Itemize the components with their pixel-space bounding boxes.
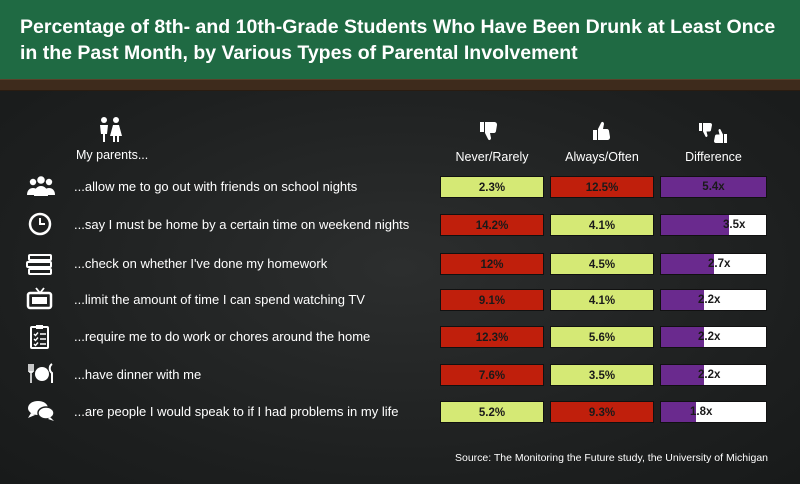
always-often-value: 9.3% xyxy=(550,401,654,423)
chart-title: Percentage of 8th- and 10th-Grade Studen… xyxy=(20,16,776,64)
difference-value: 1.8x xyxy=(690,406,713,418)
difference-fill xyxy=(661,290,704,310)
thumbs-down-icon xyxy=(480,122,497,141)
difference-fill xyxy=(661,402,696,422)
tv-icon xyxy=(26,287,53,310)
difference-value: 2.7x xyxy=(708,258,731,270)
difference-bar: 1.8x xyxy=(660,401,767,423)
column-always-often: Always/Often xyxy=(565,150,639,164)
never-rarely-value: 9.1% xyxy=(440,289,544,311)
thumbs-up-icon xyxy=(593,121,610,140)
difference-value: 2.2x xyxy=(698,331,721,343)
difference-bar: 5.4x xyxy=(660,176,767,198)
difference-value: 2.2x xyxy=(698,294,721,306)
never-rarely-value: 12.3% xyxy=(440,326,544,348)
row-label: ...require me to do work or chores aroun… xyxy=(74,329,371,344)
row-label: ...have dinner with me xyxy=(74,367,202,382)
chalk-ledge xyxy=(0,79,800,91)
column-never-rarely: Never/Rarely xyxy=(455,150,529,164)
always-often-value: 4.5% xyxy=(550,253,654,275)
always-often-value: 12.5% xyxy=(550,176,654,198)
column-difference: Difference xyxy=(685,150,742,164)
row-label: ...allow me to go out with friends on sc… xyxy=(74,179,358,194)
row-label: ...are people I would speak to if I had … xyxy=(74,404,399,419)
difference-bar: 3.5x xyxy=(660,214,767,236)
clipboard-icon xyxy=(30,325,49,349)
difference-value: 2.2x xyxy=(698,369,721,381)
books-icon xyxy=(26,254,52,275)
difference-bar: 2.2x xyxy=(660,326,767,348)
difference-bar: 2.2x xyxy=(660,364,767,386)
never-rarely-value: 2.3% xyxy=(440,176,544,198)
row-label: ...limit the amount of time I can spend … xyxy=(74,292,365,307)
difference-value: 3.5x xyxy=(723,219,746,231)
parents-heading: My parents... xyxy=(76,148,149,162)
difference-value: 5.4x xyxy=(702,181,725,193)
thumbs-down-up-icon xyxy=(699,123,727,143)
parents-icon xyxy=(100,117,122,142)
source-note: Source: The Monitoring the Future study,… xyxy=(454,452,768,464)
row-label: ...check on whether I've done my homewor… xyxy=(74,256,328,271)
group-icon xyxy=(27,176,55,196)
always-often-value: 4.1% xyxy=(550,214,654,236)
always-often-value: 4.1% xyxy=(550,289,654,311)
difference-fill xyxy=(661,215,729,235)
never-rarely-value: 7.6% xyxy=(440,364,544,386)
clock-icon xyxy=(28,212,52,236)
row-label: ...say I must be home by a certain time … xyxy=(74,217,410,232)
always-often-value: 3.5% xyxy=(550,364,654,386)
difference-fill xyxy=(661,365,704,385)
never-rarely-value: 5.2% xyxy=(440,401,544,423)
speech-bubbles-icon xyxy=(28,401,55,421)
difference-bar: 2.2x xyxy=(660,289,767,311)
never-rarely-value: 14.2% xyxy=(440,214,544,236)
difference-fill xyxy=(661,327,704,347)
difference-fill xyxy=(661,177,766,197)
difference-fill xyxy=(661,254,714,274)
title-banner: Percentage of 8th- and 10th-Grade Studen… xyxy=(0,0,800,79)
never-rarely-value: 12% xyxy=(440,253,544,275)
always-often-value: 5.6% xyxy=(550,326,654,348)
difference-bar: 2.7x xyxy=(660,253,767,275)
dinner-icon xyxy=(28,363,53,383)
